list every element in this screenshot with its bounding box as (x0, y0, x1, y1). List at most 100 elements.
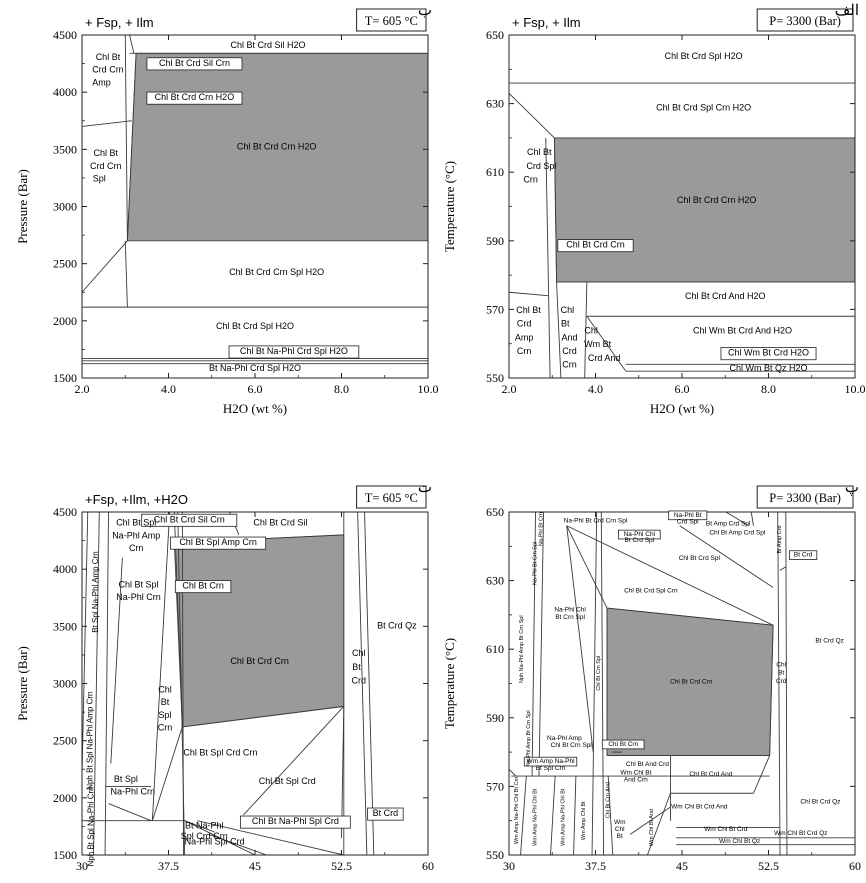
panel-corner-label: الف (835, 2, 859, 19)
y-tick-label: 1500 (53, 371, 77, 385)
field-label: Crn (129, 543, 144, 553)
field-label: Chl Bt And Crd (626, 761, 669, 768)
field-label-vertical: Bt Amp Crd (777, 525, 783, 553)
field-label: Chl Bt Crd Crn H2O (155, 92, 235, 102)
field-label: Chl Bt Crd Sil Crn (159, 58, 230, 68)
field-label: Chl Bt (516, 305, 541, 315)
field-label: Chl Bt Amp Crd Spl (709, 529, 766, 536)
y-tick-label: 650 (486, 505, 504, 519)
field-label: Crd (776, 678, 787, 685)
field-boundary-line (545, 137, 551, 378)
field-label: Bt Amp Crd Spl (706, 521, 751, 528)
field-label-box (618, 529, 661, 540)
condition-label: P= 3300 (Bar) (769, 14, 841, 28)
assemblage-label: + Fsp, + Ilm (85, 15, 154, 30)
panel-corner-label: ت (418, 479, 432, 496)
x-tick-label: 30 (503, 859, 515, 873)
field-label-vertical: Na-Phl Bt Crn Spl (533, 542, 539, 585)
field-label-vertical: Nph Na-Phl Amp Bt Crn Spl (519, 615, 525, 683)
field-label-vertical: Wm Amp Na-Phl Chl Bt (560, 788, 566, 846)
field-label: Chl Bt Crd Crn H2O (237, 141, 317, 151)
field-boundary-line (184, 820, 215, 833)
y-tick-label: 4500 (53, 28, 77, 42)
panel-tr: 2.0 4.0 6.0 8.0 10.0 550 570 590 610 630 650 H2O (w… (442, 2, 866, 416)
field-label-vertical: Bt Spl Na-Phl Amp Crn (91, 551, 100, 632)
field-boundary-line (197, 820, 344, 855)
y-tick-label: 2500 (53, 257, 77, 271)
field-boundaries (82, 512, 375, 855)
field-label: Chl Bt Crd Spl H2O (665, 51, 743, 61)
x-axis-label: H2O (wt %) (223, 401, 287, 416)
x-tick-label: 4.0 (588, 382, 603, 396)
field-label-box (523, 756, 578, 767)
condition-box (756, 8, 854, 32)
field-boundary-line (566, 525, 774, 626)
field-label: Chl Bt Spl Crd Crn (183, 748, 257, 758)
field-label: Chl Bt Crd Qz (800, 799, 840, 806)
x-tick-label: 4.0 (161, 382, 176, 396)
field-boundary-line (509, 291, 548, 297)
y-tick-label: 2500 (53, 734, 77, 748)
field-label: Chl Bt Crd Spl (679, 555, 721, 562)
field-boundary-line (629, 806, 671, 835)
field-boundary-line (124, 35, 128, 241)
x-tick-label: 2.0 (502, 382, 517, 396)
x-tick-label: 37.5 (158, 859, 179, 873)
shaded-stability-field (554, 137, 856, 283)
x-tick-label: 45 (249, 859, 261, 873)
x-tick-label: 60 (422, 859, 434, 873)
field-boundary-line (769, 625, 774, 756)
field-label-vertical: Wm Chl Bt And (649, 809, 655, 846)
field-label-box (141, 513, 238, 527)
field-label: Wm (614, 819, 626, 826)
field-label: Na-Phl Amp (547, 735, 582, 742)
field-boundary-line (600, 512, 605, 855)
field-label: Chl Wm Bt Crd H2O (728, 348, 809, 358)
field-label: Chl Bt Crd Sil H2O (230, 40, 305, 50)
field-label: Wm Chl Bt Qz (719, 838, 760, 845)
field-label: Chl (776, 661, 786, 668)
field-label: Na-Phl Chl (554, 606, 586, 613)
field-label: Crn (158, 722, 173, 732)
field-boundary-line (124, 240, 128, 308)
field-label: Chl (158, 685, 172, 695)
y-tick-label: 590 (486, 711, 504, 725)
field-label: Bt (352, 662, 361, 672)
field-label: Wm Chl Bt Crd And (671, 804, 728, 811)
field-boundary-line (573, 776, 577, 855)
field-boundary-line (108, 803, 152, 822)
y-tick-label: 570 (486, 302, 504, 316)
field-boundary-line (520, 776, 527, 855)
field-label: Crn (523, 174, 538, 184)
field-label-box (367, 807, 404, 821)
field-boundary-line (750, 512, 754, 526)
field-label: Chl Bt Spl Crd (259, 776, 316, 786)
field-boundary-line (779, 566, 787, 571)
field-label: And (562, 332, 578, 342)
field-label: Chl Bt Crd Spl Crn H2O (656, 102, 751, 112)
field-label: Chl Bt Crd Crn Spl H2O (229, 267, 324, 277)
field-boundary-line (566, 525, 608, 609)
field-label: Wm Amp Na-Phl (526, 758, 575, 765)
field-boundary-line (531, 512, 536, 777)
panel-tl: 2.0 4.0 6.0 8.0 10.0 1500 2000 2500 3000 3500 4000… (15, 2, 439, 416)
field-label-box (720, 347, 817, 361)
field-label-vertical: Wm Amp Chl Bt (581, 801, 587, 840)
field-label-box (557, 239, 634, 253)
field-label: Na-Phl Bt (674, 512, 702, 519)
field-label: Crn (562, 360, 577, 370)
field-boundary-line (584, 281, 588, 378)
field-label: Chl Bt Crd Crn (230, 656, 289, 666)
field-label: Chl Bt (94, 148, 119, 158)
field-label-vertical: Nph Bt Spl Na-Phl Amp Crn (85, 692, 94, 790)
field-label: Chl Bt Crn (608, 741, 638, 748)
field-label: Na-Phl Crn (116, 592, 161, 602)
field-label: Chl (352, 648, 366, 658)
field-boundary-line (606, 607, 774, 626)
field-boundary-line (151, 512, 171, 821)
field-label: Chl Bt Spl Amp Crn (179, 537, 257, 547)
x-tick-label: 2.0 (75, 382, 90, 396)
field-label-box (601, 739, 645, 750)
field-label-box (668, 510, 708, 521)
y-tick-label: 1500 (53, 848, 77, 862)
